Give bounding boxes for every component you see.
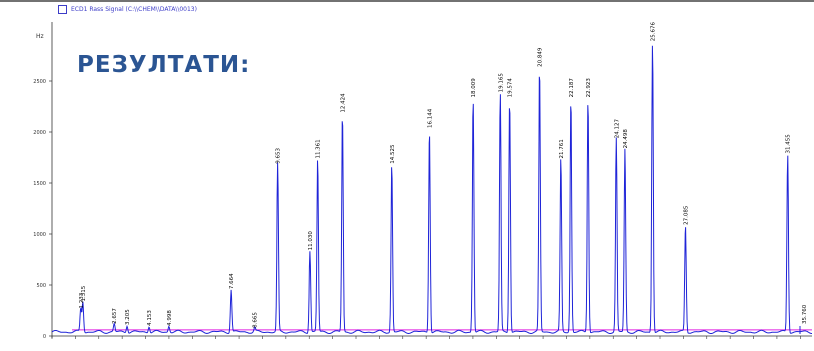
peak-label: 11.030 [308,231,314,251]
peak-label: 24.498 [623,129,629,149]
legend-label: ECD1 Rass Signal (C:\\CHEM\\DATA\\0013) [71,6,197,13]
peak-label: 16.144 [427,108,433,128]
peak-label: 11.361 [316,139,322,158]
results-heading: РЕЗУЛТАТИ: [77,52,251,78]
peak-label: 9.653 [276,147,282,163]
legend-swatch [58,5,67,14]
peak-label: 4.998 [167,310,173,326]
peak-label: 19.574 [508,78,514,98]
peak-label: 22.923 [586,78,592,98]
peak-label: 18.009 [471,78,477,98]
y-tick-label: 1000 [33,232,46,238]
peak-label: 20.849 [538,47,544,67]
y-axis-unit: Hz [36,33,44,40]
peak-label: 25.676 [651,22,657,42]
peak-label: 24.127 [614,118,620,138]
signal-trace [51,45,812,335]
peak-label: 35.760 [802,304,808,324]
y-tick-label: 0 [43,334,46,340]
y-tick-label: 1500 [33,181,46,187]
peak-label: 7.664 [229,273,235,289]
peak-label: 27.085 [684,205,690,225]
y-tick-label: 500 [36,283,46,289]
peak-label: 3.205 [125,309,131,325]
peak-label: 4.153 [147,310,153,326]
peak-label: 14.525 [390,144,396,164]
peak-label: 22.187 [569,78,575,98]
peak-label: 31.455 [786,134,792,154]
peak-label: 2.657 [112,308,118,324]
legend: ECD1 Rass Signal (C:\\CHEM\\DATA\\0013) [58,5,197,14]
peak-label: 21.761 [559,139,565,158]
y-tick-label: 2500 [33,79,46,85]
y-tick-label: 2000 [33,130,46,136]
peak-label: 1.315 [81,285,87,301]
peak-label: 1.233 [79,292,85,308]
peak-label: 8.665 [253,312,259,328]
peak-label: 12.424 [340,93,346,113]
peak-label: 19.165 [498,73,504,93]
